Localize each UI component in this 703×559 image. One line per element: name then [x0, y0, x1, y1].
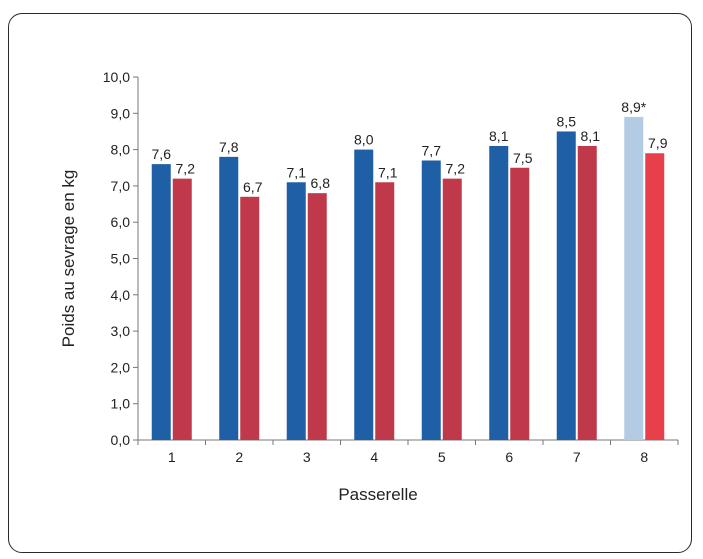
bar-series-1: [624, 116, 644, 441]
x-tick-label: 1: [168, 449, 176, 465]
data-label-series-2: 7,1: [378, 164, 398, 180]
data-label-series-1: 8,9*: [621, 99, 646, 115]
data-label-series-1: 7,8: [219, 139, 239, 155]
y-tick-label: 6,0: [111, 214, 131, 230]
data-label-series-2: 7,2: [176, 161, 196, 177]
data-label-series-2: 7,2: [446, 161, 466, 177]
bar-series-2: [375, 182, 395, 440]
bar-series-1: [421, 160, 441, 441]
x-tick-label: 3: [303, 449, 311, 465]
bar-series-2: [442, 178, 462, 440]
bar-series-1: [219, 156, 239, 441]
y-axis-title: Poids au sevrage en kg: [59, 170, 78, 348]
x-tick-label: 2: [235, 449, 243, 465]
y-tick-label: 3,0: [111, 323, 131, 339]
y-tick-label: 2,0: [111, 359, 131, 375]
y-tick-label: 0,0: [111, 432, 131, 448]
data-label-series-1: 7,7: [422, 142, 442, 158]
bar-series-2: [645, 153, 665, 441]
x-tick-label: 8: [640, 449, 648, 465]
data-label-series-2: 6,8: [311, 175, 331, 191]
data-label-series-1: 7,1: [287, 164, 307, 180]
data-label-series-2: 6,7: [243, 179, 263, 195]
y-tick-label: 10,0: [103, 69, 130, 85]
y-tick-label: 4,0: [111, 287, 131, 303]
bar-series-1: [286, 182, 306, 440]
y-tick-label: 7,0: [111, 178, 131, 194]
bar-series-1: [556, 131, 576, 440]
bar-series-1: [354, 149, 374, 440]
x-tick-label: 6: [505, 449, 513, 465]
x-axis-title: Passerelle: [338, 485, 417, 504]
y-tick-label: 8,0: [111, 142, 131, 158]
data-label-series-1: 8,1: [489, 128, 509, 144]
x-tick-label: 5: [438, 449, 446, 465]
bar-series-2: [172, 178, 192, 440]
bar-series-2: [240, 196, 260, 440]
bar-series-1: [489, 145, 509, 440]
bar-series-2: [577, 145, 597, 440]
data-label-series-2: 7,5: [513, 150, 533, 166]
bar-series-1: [151, 164, 171, 440]
chart-frame: [8, 13, 692, 553]
y-tick-label: 9,0: [111, 105, 131, 121]
bar-series-2: [307, 193, 327, 440]
x-tick-label: 4: [370, 449, 378, 465]
y-tick-label: 5,0: [111, 251, 131, 267]
data-label-series-2: 8,1: [581, 128, 601, 144]
bar-series-2: [510, 167, 530, 440]
y-tick-label: 1,0: [111, 396, 131, 412]
data-label-series-1: 8,5: [557, 113, 577, 129]
x-tick-label: 7: [573, 449, 581, 465]
data-label-series-2: 7,9: [648, 135, 668, 151]
data-label-series-1: 8,0: [354, 132, 374, 148]
data-label-series-1: 7,6: [152, 146, 172, 162]
